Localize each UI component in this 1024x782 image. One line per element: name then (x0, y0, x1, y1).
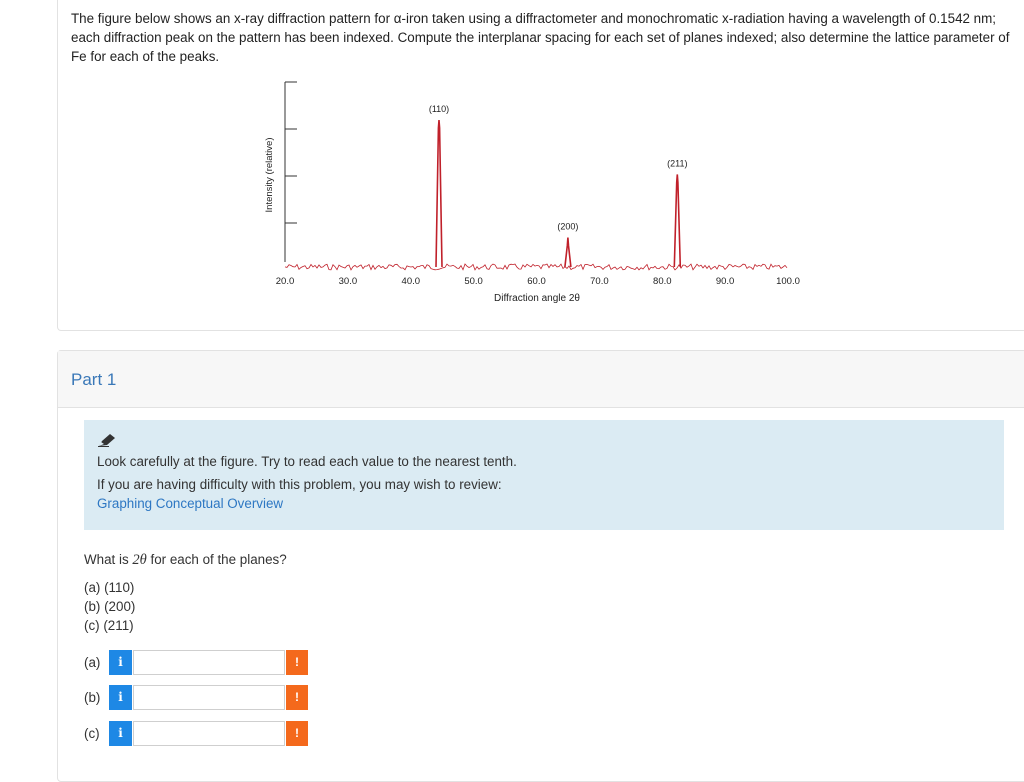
warning-b-icon: ! (286, 685, 308, 710)
x-tick-label: 100.0 (776, 276, 800, 287)
review-link[interactable]: Graphing Conceptual Overview (97, 496, 284, 511)
warning-c-icon: ! (286, 721, 308, 746)
warning-a-icon: ! (286, 650, 308, 675)
chart-axes (284, 81, 297, 262)
chart-x-ticks: 20.0 30.0 40.0 50.0 60.0 70.0 80.0 90.0 100.0 (276, 276, 800, 287)
answer-a-input[interactable] (133, 650, 285, 675)
answer-c-input[interactable] (133, 721, 285, 746)
x-tick-label: 80.0 (653, 276, 672, 287)
x-axis-label: Diffraction angle 2θ (494, 293, 580, 304)
x-tick-label: 30.0 (339, 276, 358, 287)
answer-c-label: (c) (84, 726, 100, 741)
info-a-icon[interactable]: i (109, 650, 132, 675)
question-card (57, 0, 1024, 331)
xrd-chart: (110) (200) (211) 20.0 30.0 40.0 50.0 60.0 70.0… (264, 81, 800, 304)
x-tick-label: 60.0 (527, 276, 546, 287)
answer-b-input[interactable] (133, 685, 285, 710)
peak-line (564, 237, 572, 268)
baseline-noise (284, 263, 788, 271)
chart-baseline (284, 263, 788, 271)
x-tick-label: 50.0 (464, 276, 483, 287)
x-tick-label: 90.0 (716, 276, 735, 287)
question-prompt: What is 2θ for each of the planes? (84, 552, 287, 569)
answer-b-label: (b) (84, 690, 101, 705)
peak-line (673, 174, 682, 268)
prompt-text-before: What is (84, 552, 133, 567)
peak-label: (211) (667, 158, 687, 168)
prompt-symbol: 2θ (132, 552, 147, 568)
question-text: The figure below shows an x-ray diffract… (71, 11, 1010, 64)
plane-item: (a) (110) (84, 580, 135, 595)
part-title: Part 1 (71, 370, 117, 389)
info-b-icon[interactable]: i (109, 685, 132, 710)
hint-text: Look carefully at the figure. Try to rea… (97, 454, 517, 469)
x-tick-label: 20.0 (276, 276, 295, 287)
y-axis-label: Intensity (relative) (264, 138, 275, 213)
x-tick-label: 70.0 (590, 276, 609, 287)
chart-peaks: (110) (200) (211) (429, 104, 687, 268)
plane-item: (b) (200) (84, 599, 136, 614)
peak-label: (200) (557, 222, 578, 232)
prompt-text-after: for each of the planes? (146, 552, 287, 567)
hint-review-text: If you are having difficulty with this p… (97, 477, 502, 492)
hint-box (84, 420, 1004, 530)
answer-a-label: (a) (84, 655, 101, 670)
peak-label: (110) (429, 104, 449, 114)
plane-item: (c) (211) (84, 618, 134, 633)
info-c-icon[interactable]: i (109, 721, 132, 746)
part-header: Part 1 (58, 351, 1024, 408)
peak-line (435, 119, 443, 268)
pencil-icon (98, 434, 115, 447)
x-tick-label: 40.0 (402, 276, 421, 287)
